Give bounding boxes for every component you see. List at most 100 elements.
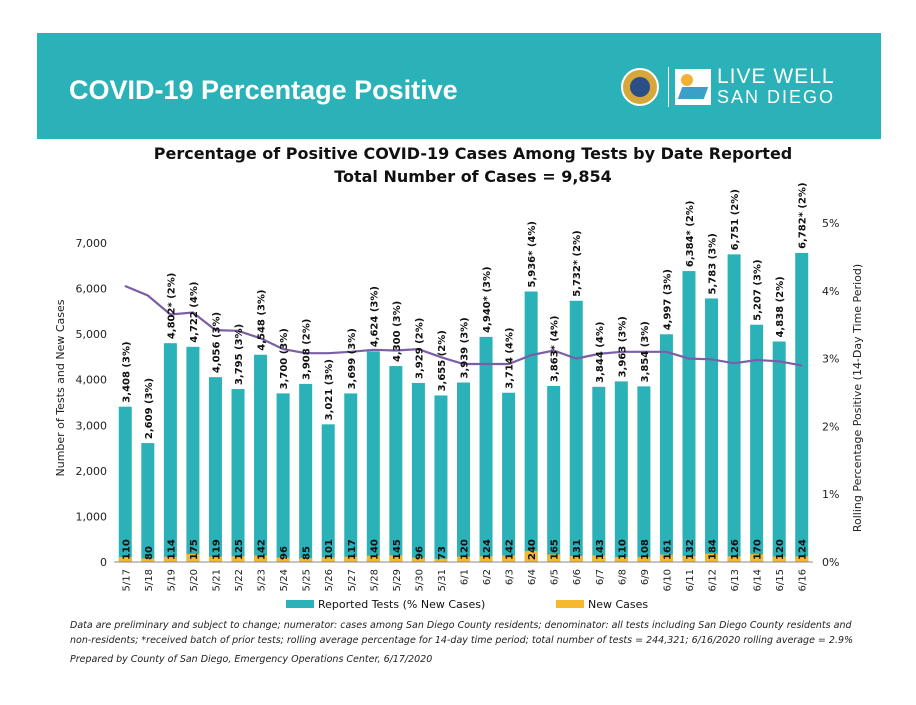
tests-data-label: 3,908 (2%) bbox=[302, 319, 313, 380]
tests-bar bbox=[208, 377, 222, 562]
x-tick-label: 5/29 bbox=[392, 569, 403, 591]
new-cases-data-label: 124 bbox=[482, 539, 493, 560]
new-cases-data-label: 170 bbox=[753, 539, 764, 560]
rolling-point bbox=[259, 337, 262, 340]
x-tick-label: 6/11 bbox=[685, 569, 696, 591]
new-cases-data-label: 161 bbox=[662, 539, 673, 560]
x-tick-label: 6/1 bbox=[460, 569, 471, 585]
new-cases-bar bbox=[569, 556, 583, 562]
rolling-point bbox=[643, 351, 645, 353]
new-cases-data-label: 145 bbox=[392, 539, 403, 560]
x-tick-label: 6/2 bbox=[482, 569, 493, 585]
new-cases-data-label: 175 bbox=[189, 539, 200, 560]
y-axis-label: Number of Tests and New Cases bbox=[54, 299, 67, 476]
tests-data-label: 5,732* (2%) bbox=[572, 230, 583, 296]
rolling-point bbox=[688, 357, 690, 360]
rolling-point bbox=[733, 362, 735, 365]
y-tick-label: 7,000 bbox=[76, 237, 108, 250]
x-tick-label: 5/20 bbox=[189, 569, 200, 591]
county-seal-icon bbox=[621, 68, 659, 106]
new-cases-bar bbox=[276, 557, 290, 562]
logo-text-line2: SAN DIEGO bbox=[717, 87, 836, 107]
y-tick-label: 2,000 bbox=[76, 465, 108, 478]
x-tick-label: 6/6 bbox=[572, 569, 583, 585]
y-tick-label: 5,000 bbox=[76, 328, 108, 341]
rolling-point bbox=[395, 349, 397, 352]
new-cases-data-label: 120 bbox=[460, 539, 471, 560]
x-tick-label: 6/8 bbox=[617, 569, 628, 585]
y-tick-label: 0 bbox=[100, 556, 107, 569]
legend-swatch-new-cases bbox=[556, 600, 584, 608]
tests-bar bbox=[186, 346, 200, 562]
new-cases-data-label: 101 bbox=[324, 539, 335, 560]
tests-bar bbox=[479, 336, 493, 562]
x-tick-label: 6/13 bbox=[730, 569, 741, 591]
tests-bar bbox=[389, 366, 403, 562]
legend-label-new-cases: New Cases bbox=[588, 598, 648, 611]
new-cases-bar bbox=[502, 555, 516, 562]
new-cases-bar bbox=[795, 556, 809, 562]
new-cases-data-label: 108 bbox=[640, 539, 651, 560]
x-tick-label: 6/16 bbox=[798, 569, 809, 591]
rolling-point bbox=[575, 357, 578, 360]
tests-bar bbox=[705, 298, 719, 562]
rolling-point bbox=[214, 329, 217, 331]
tests-bar bbox=[254, 354, 268, 562]
y2-tick-label: 5% bbox=[822, 217, 839, 230]
new-cases-bar bbox=[727, 556, 741, 562]
tests-data-label: 3,844 (4%) bbox=[595, 322, 606, 383]
rolling-point bbox=[755, 359, 758, 361]
new-cases-bar bbox=[141, 558, 155, 562]
tests-bar bbox=[727, 254, 741, 562]
new-cases-data-label: 142 bbox=[505, 539, 516, 560]
tests-data-label: 6,751 (2%) bbox=[730, 189, 741, 250]
new-cases-data-label: 131 bbox=[572, 539, 583, 560]
page-title: COVID-19 Percentage Positive bbox=[69, 75, 458, 105]
x-tick-label: 6/15 bbox=[775, 569, 786, 591]
tests-bar bbox=[637, 386, 651, 562]
rolling-point bbox=[169, 313, 172, 316]
y2-axis-label: Rolling Percentage Positive (14-Day Time… bbox=[851, 264, 864, 532]
tests-bar bbox=[141, 443, 155, 562]
tests-bar bbox=[795, 252, 809, 562]
tests-bar bbox=[614, 381, 628, 562]
tests-data-label: 4,548 (3%) bbox=[257, 290, 268, 351]
new-cases-data-label: 132 bbox=[685, 539, 696, 560]
live-well-logo-icon bbox=[675, 69, 711, 105]
rolling-point bbox=[349, 351, 352, 353]
x-tick-label: 6/14 bbox=[753, 569, 764, 591]
tests-bar bbox=[344, 393, 358, 562]
tests-data-label: 3,939 (3%) bbox=[460, 317, 471, 378]
y2-tick-label: 2% bbox=[822, 420, 839, 433]
legend-label-tests: Reported Tests (% New Cases) bbox=[318, 598, 485, 611]
header-banner: COVID-19 Percentage Positive LIVE WELL S… bbox=[37, 33, 881, 139]
rolling-point bbox=[530, 354, 532, 357]
y2-tick-label: 0% bbox=[822, 556, 839, 569]
tests-data-label: 3,714 (4%) bbox=[505, 328, 516, 389]
rolling-point bbox=[147, 294, 149, 297]
tests-bar bbox=[231, 389, 245, 562]
new-cases-bar bbox=[637, 557, 651, 562]
rolling-point bbox=[462, 363, 465, 365]
y-tick-label: 4,000 bbox=[76, 374, 108, 387]
new-cases-bar bbox=[772, 556, 786, 562]
y2-tick-label: 4% bbox=[822, 285, 839, 298]
tests-data-label: 6,384* (2%) bbox=[685, 201, 696, 267]
tests-data-label: 3,795 (3%) bbox=[234, 324, 245, 385]
tests-data-label: 3,700 (3%) bbox=[279, 328, 290, 389]
rolling-point bbox=[597, 353, 600, 355]
new-cases-data-label: 124 bbox=[798, 539, 809, 560]
new-cases-data-label: 119 bbox=[211, 539, 222, 560]
x-tick-label: 6/12 bbox=[708, 569, 719, 591]
new-cases-data-label: 126 bbox=[730, 539, 741, 560]
rolling-point bbox=[552, 349, 555, 352]
y2-tick-label: 3% bbox=[822, 353, 839, 366]
chart-title: Percentage of Positive COVID-19 Cases Am… bbox=[153, 144, 793, 163]
tests-data-label: 3,655 (2%) bbox=[437, 330, 448, 391]
new-cases-data-label: 140 bbox=[369, 539, 380, 560]
tests-bar bbox=[457, 382, 470, 562]
chart-subtitle: Total Number of Cases = 9,854 bbox=[334, 167, 612, 186]
rolling-point bbox=[710, 358, 713, 361]
rolling-point bbox=[800, 364, 803, 367]
new-cases-data-label: 80 bbox=[144, 546, 155, 560]
